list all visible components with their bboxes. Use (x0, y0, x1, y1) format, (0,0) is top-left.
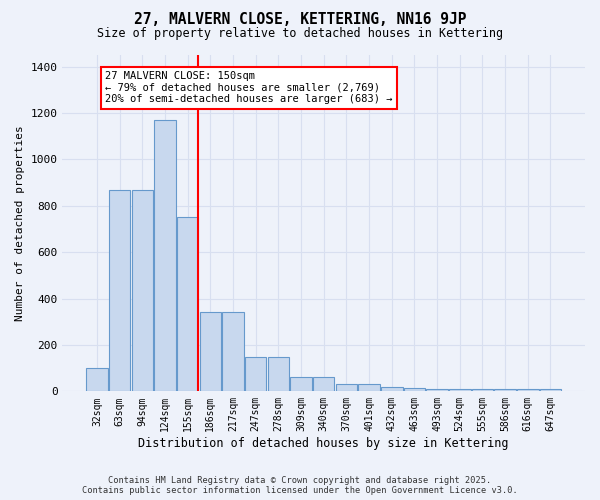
Bar (517, 390, 539, 392)
Bar (381, 386, 403, 392)
Bar (200, 312, 221, 392)
Bar (449, 389, 470, 392)
Text: Size of property relative to detached houses in Kettering: Size of property relative to detached ho… (97, 28, 503, 40)
Bar (154, 120, 176, 392)
Bar (313, 378, 334, 392)
Bar (494, 390, 516, 392)
Text: 27 MALVERN CLOSE: 150sqm
← 79% of detached houses are smaller (2,769)
20% of sem: 27 MALVERN CLOSE: 150sqm ← 79% of detach… (105, 71, 392, 104)
Bar (404, 388, 425, 392)
Bar (222, 312, 244, 392)
Text: Contains HM Land Registry data © Crown copyright and database right 2025.
Contai: Contains HM Land Registry data © Crown c… (82, 476, 518, 495)
Bar (86, 368, 108, 392)
Bar (109, 190, 130, 392)
Bar (358, 384, 380, 392)
Bar (290, 378, 312, 392)
X-axis label: Distribution of detached houses by size in Kettering: Distribution of detached houses by size … (139, 437, 509, 450)
Bar (245, 356, 266, 392)
Bar (472, 390, 493, 392)
Bar (131, 190, 153, 392)
Bar (540, 390, 561, 392)
Text: 27, MALVERN CLOSE, KETTERING, NN16 9JP: 27, MALVERN CLOSE, KETTERING, NN16 9JP (134, 12, 466, 28)
Bar (427, 389, 448, 392)
Bar (177, 218, 199, 392)
Bar (268, 356, 289, 392)
Y-axis label: Number of detached properties: Number of detached properties (15, 126, 25, 321)
Bar (335, 384, 357, 392)
